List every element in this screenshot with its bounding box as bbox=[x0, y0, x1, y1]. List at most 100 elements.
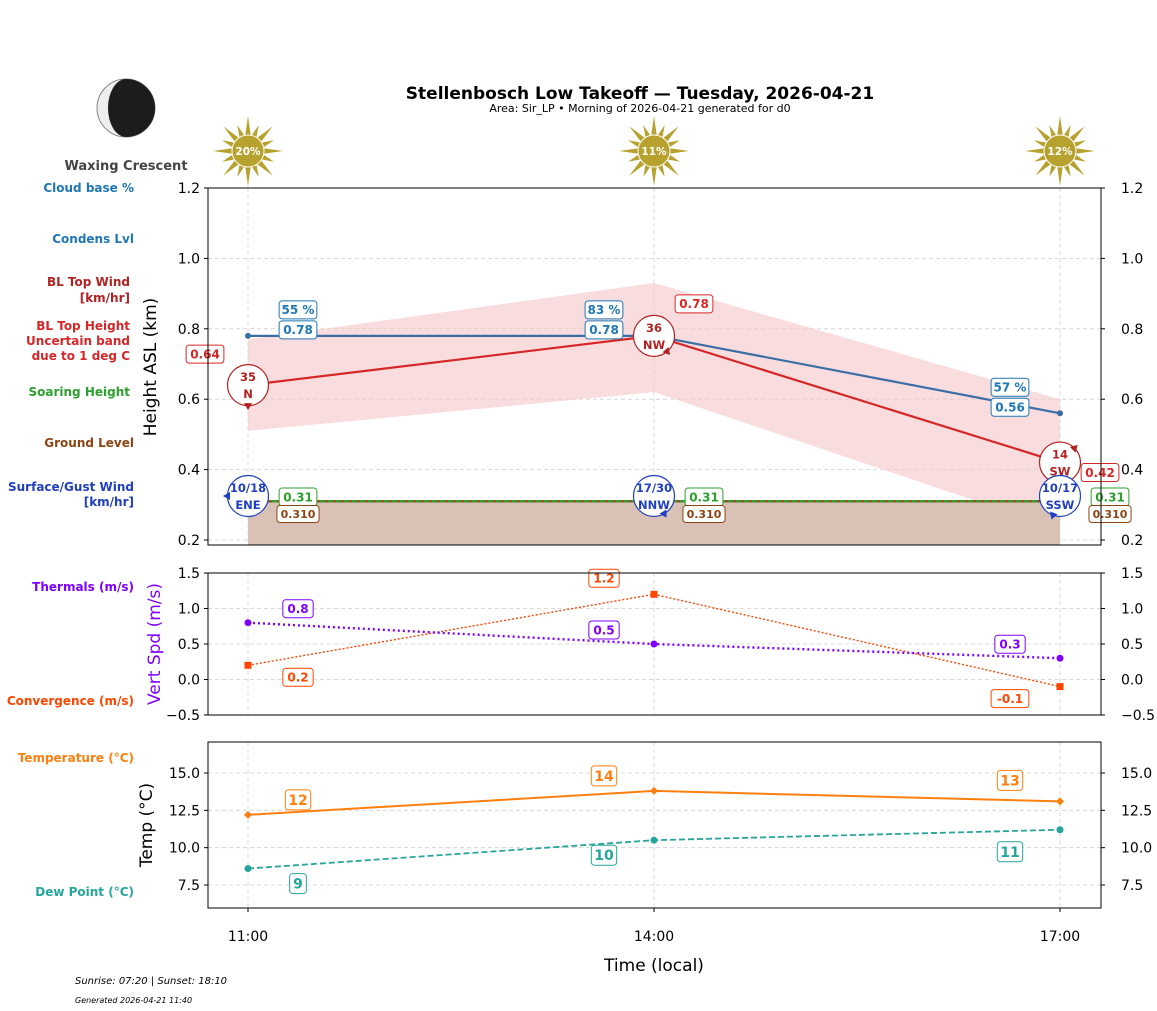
y-tick-label: 0.4 bbox=[178, 463, 200, 479]
y-tick-label: 1.5 bbox=[178, 566, 200, 582]
convergence-point bbox=[650, 590, 658, 598]
bl-top-wind-marker: 14 SW bbox=[1038, 441, 1082, 484]
cloud-base-label-box bbox=[278, 300, 318, 320]
y-tick-label-right: 0.2 bbox=[1121, 533, 1143, 549]
sun-disc bbox=[231, 134, 265, 168]
y-tick-label-right: 0.4 bbox=[1121, 463, 1143, 479]
legend-bl-top-2: Uncertain band bbox=[26, 334, 130, 348]
legend-bl-top-3: due to 1 deg C bbox=[32, 349, 131, 363]
sun-ray bbox=[661, 126, 679, 144]
convergence-label-box bbox=[282, 667, 314, 687]
condens-label-box bbox=[278, 320, 318, 340]
sun-ray bbox=[650, 164, 658, 186]
legend-bl-top: BL Top Height bbox=[36, 319, 130, 333]
convergence-label: 1.2 bbox=[588, 568, 620, 588]
convergence-point bbox=[244, 661, 252, 669]
bl-top-wind-marker-speed: 36 bbox=[646, 321, 662, 335]
convergence-label: 0.2 bbox=[282, 667, 314, 687]
legend-soaring: Soaring Height bbox=[29, 385, 131, 399]
bl-top-label: 0.78 bbox=[674, 294, 714, 314]
soaring-label: 0.31 bbox=[684, 487, 724, 507]
y-tick-label-right: 0.6 bbox=[1121, 392, 1143, 408]
condens-label: 0.78 bbox=[584, 320, 624, 340]
x-axis-label: Time (local) bbox=[603, 956, 704, 976]
temperature-label-box bbox=[284, 789, 312, 811]
bl-top-label-box bbox=[1080, 463, 1120, 483]
y-tick-label-right: 12.5 bbox=[1121, 803, 1152, 819]
thermals-point bbox=[244, 619, 252, 627]
condens-point bbox=[245, 332, 251, 339]
legend-ground: Ground Level bbox=[44, 436, 134, 450]
sun-ray bbox=[619, 147, 641, 155]
bl-top-label-text: 0.78 bbox=[679, 297, 709, 311]
condens-label: 0.56 bbox=[990, 397, 1030, 417]
y-tick-label-right: −0.5 bbox=[1121, 708, 1155, 724]
legend-convergence: Convergence (m/s) bbox=[7, 694, 134, 708]
surface-wind-marker-speed: 10/17 bbox=[1042, 481, 1078, 495]
thermals-point bbox=[1056, 654, 1064, 662]
legend-dewpoint: Dew Point (°C) bbox=[35, 885, 134, 899]
chart-title: Stellenbosch Low Takeoff — Tuesday, 2026… bbox=[406, 84, 874, 104]
y-tick-label: 1.0 bbox=[178, 251, 200, 267]
footer-sun-times: Sunrise: 07:20 | Sunset: 18:10 bbox=[75, 976, 227, 987]
y-tick-label: 0.2 bbox=[178, 533, 200, 549]
surface-wind-marker-direction: NNW bbox=[638, 498, 670, 512]
ground-label-box bbox=[682, 505, 726, 523]
condens-point bbox=[1057, 410, 1063, 417]
cloud-base-label-text: 55 % bbox=[282, 303, 315, 317]
y-tick-label-right: 1.0 bbox=[1121, 602, 1143, 618]
ground-label: 0.310 bbox=[682, 505, 726, 523]
surface-wind-marker-speed: 17/30 bbox=[636, 481, 672, 495]
moon-phase-label: Waxing Crescent bbox=[64, 159, 187, 174]
sun-ray bbox=[255, 126, 273, 144]
convergence-label: -0.1 bbox=[990, 689, 1030, 709]
surface-wind-marker: 17/30 NNW bbox=[632, 474, 676, 518]
moon-icon bbox=[96, 78, 156, 138]
thermals-label: 0.8 bbox=[282, 599, 314, 619]
ground-label: 0.310 bbox=[276, 505, 320, 523]
y-tick-label: 1.2 bbox=[178, 181, 200, 197]
dewpoint-label: 9 bbox=[289, 873, 307, 895]
sun-ray bbox=[244, 164, 252, 186]
ground-label-text: 0.310 bbox=[687, 508, 722, 521]
thermals-label-text: 0.5 bbox=[593, 623, 614, 637]
y-tick-label: 0.6 bbox=[178, 392, 200, 408]
cloud-base-label-box bbox=[990, 377, 1030, 397]
y-tick-label: 0.8 bbox=[178, 322, 200, 338]
cloud-base-label: 55 % bbox=[278, 300, 318, 320]
sun-ray bbox=[650, 116, 658, 138]
x-tick-label: 14:00 bbox=[634, 929, 674, 945]
surface-wind-marker-circle bbox=[1038, 474, 1082, 518]
legend-bl-wind-unit: [km/hr] bbox=[80, 291, 130, 305]
sun-ray bbox=[629, 126, 647, 144]
chart-subtitle: Area: Sir_LP • Morning of 2026-04-21 gen… bbox=[489, 102, 790, 115]
temperature-label-text: 12 bbox=[288, 793, 307, 809]
thermals-label: 0.5 bbox=[588, 620, 620, 640]
temperature-point bbox=[244, 810, 252, 819]
sun-ray bbox=[1035, 158, 1053, 176]
sun-disc bbox=[1043, 134, 1077, 168]
sun-ray bbox=[223, 126, 241, 144]
cloud-cover-label: 12% bbox=[1047, 146, 1073, 158]
y-tick-label-right: 7.5 bbox=[1121, 878, 1143, 894]
thermals-label-text: 0.8 bbox=[287, 602, 308, 616]
y-tick-label: 0.5 bbox=[178, 637, 200, 653]
condens-label-box bbox=[990, 397, 1030, 417]
temperature-label: 14 bbox=[590, 765, 618, 787]
sun-ray bbox=[1056, 164, 1064, 186]
temperature-label-text: 13 bbox=[1000, 773, 1019, 789]
cloud-cover-label: 11% bbox=[641, 146, 667, 158]
surface-wind-marker-direction: ENE bbox=[235, 498, 260, 512]
y-tick-label-right: 1.2 bbox=[1121, 181, 1143, 197]
surface-wind-marker-direction: SSW bbox=[1046, 498, 1075, 512]
sun-ray bbox=[667, 147, 689, 155]
bl-top-wind-marker-direction: N bbox=[243, 387, 253, 401]
dewpoint-point bbox=[1056, 826, 1064, 834]
legend-thermals: Thermals (m/s) bbox=[32, 580, 134, 594]
y-tick-label-right: 0.0 bbox=[1121, 673, 1143, 689]
legend-cloud-base: Cloud base % bbox=[43, 181, 134, 195]
cloud-base-label-box bbox=[584, 300, 624, 320]
dewpoint-label-text: 9 bbox=[293, 877, 303, 893]
bl-top-wind-marker-circle bbox=[632, 314, 676, 357]
